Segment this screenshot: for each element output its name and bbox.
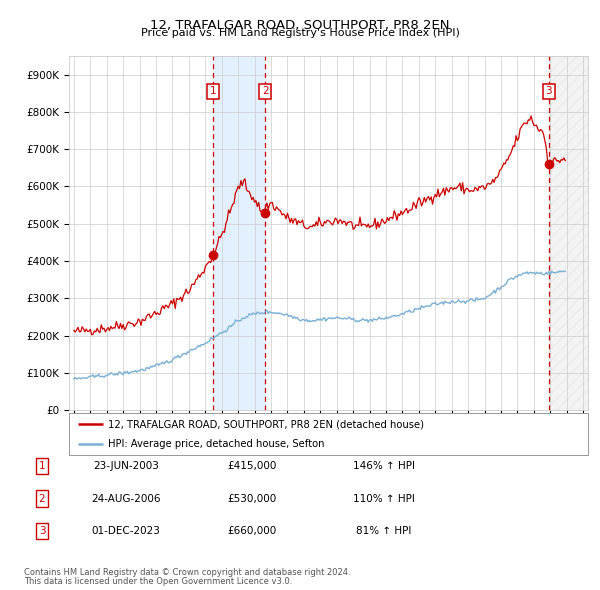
Text: 1: 1 bbox=[210, 87, 217, 96]
Text: 2: 2 bbox=[38, 494, 46, 503]
Text: £660,000: £660,000 bbox=[227, 526, 277, 536]
Text: 24-AUG-2006: 24-AUG-2006 bbox=[91, 494, 161, 503]
Text: 3: 3 bbox=[545, 87, 552, 96]
Bar bbox=[549, 56, 588, 410]
Text: 110% ↑ HPI: 110% ↑ HPI bbox=[353, 494, 415, 503]
Text: 1: 1 bbox=[38, 461, 46, 471]
Bar bbox=[549, 56, 588, 410]
Bar bbox=[213, 56, 265, 410]
Text: 12, TRAFALGAR ROAD, SOUTHPORT, PR8 2EN (detached house): 12, TRAFALGAR ROAD, SOUTHPORT, PR8 2EN (… bbox=[108, 419, 424, 430]
Text: HPI: Average price, detached house, Sefton: HPI: Average price, detached house, Seft… bbox=[108, 439, 325, 449]
Text: £415,000: £415,000 bbox=[227, 461, 277, 471]
Text: 2: 2 bbox=[262, 87, 269, 96]
Text: Contains HM Land Registry data © Crown copyright and database right 2024.: Contains HM Land Registry data © Crown c… bbox=[24, 568, 350, 576]
Text: 146% ↑ HPI: 146% ↑ HPI bbox=[353, 461, 415, 471]
Text: 81% ↑ HPI: 81% ↑ HPI bbox=[356, 526, 412, 536]
Text: Price paid vs. HM Land Registry's House Price Index (HPI): Price paid vs. HM Land Registry's House … bbox=[140, 28, 460, 38]
Text: 3: 3 bbox=[38, 526, 46, 536]
Text: 12, TRAFALGAR ROAD, SOUTHPORT, PR8 2EN: 12, TRAFALGAR ROAD, SOUTHPORT, PR8 2EN bbox=[150, 19, 450, 32]
Text: 01-DEC-2023: 01-DEC-2023 bbox=[92, 526, 160, 536]
Text: 23-JUN-2003: 23-JUN-2003 bbox=[93, 461, 159, 471]
Text: This data is licensed under the Open Government Licence v3.0.: This data is licensed under the Open Gov… bbox=[24, 577, 292, 586]
Text: £530,000: £530,000 bbox=[227, 494, 277, 503]
